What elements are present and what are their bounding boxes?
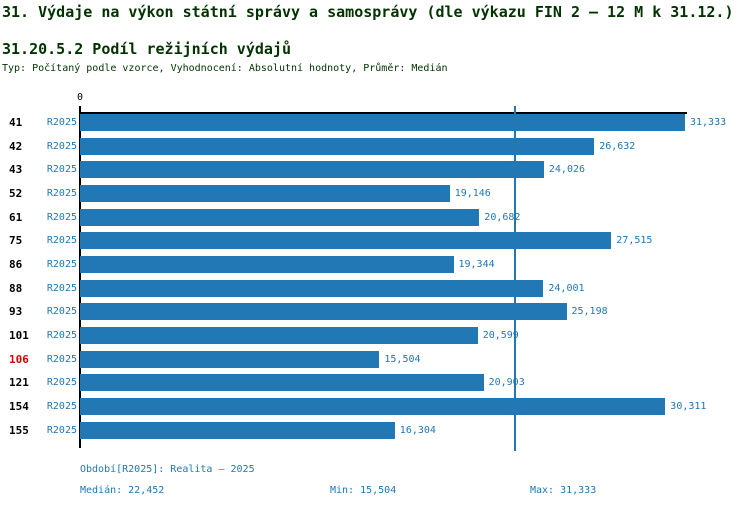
- series-label: R2025: [46, 353, 77, 365]
- series-label: R2025: [46, 187, 77, 199]
- series-label: R2025: [46, 424, 77, 436]
- bar[interactable]: [80, 397, 666, 415]
- series-label: R2025: [46, 211, 77, 223]
- chart-row: 61 R2025 20,682: [0, 208, 750, 233]
- chart-row: 106 R2025 15,504: [0, 350, 750, 375]
- value-label: 25,198: [571, 306, 608, 318]
- value-label: 24,001: [548, 282, 585, 294]
- chart-row: 86 R2025 19,344: [0, 255, 750, 280]
- bar[interactable]: [80, 232, 612, 250]
- category-label: 75: [9, 234, 23, 248]
- bar[interactable]: [80, 255, 454, 273]
- footer-max-label: Max: 31,333: [530, 485, 597, 496]
- chart-row: 42 R2025 26,632: [0, 137, 750, 162]
- category-label: 88: [9, 281, 23, 295]
- footer-period-label: Období[R2025]: Realita – 2025: [80, 464, 255, 475]
- bar[interactable]: [80, 184, 450, 202]
- series-label: R2025: [46, 117, 77, 128]
- chart-row: 75 R2025 27,515: [0, 232, 750, 256]
- value-label: 16,304: [399, 424, 436, 436]
- x-axis-line: [79, 112, 687, 114]
- bar[interactable]: [80, 421, 395, 439]
- category-label: 155: [9, 423, 29, 437]
- value-label: 20,682: [484, 211, 521, 223]
- category-label: 93: [9, 305, 23, 319]
- value-label: 20,599: [482, 329, 519, 341]
- series-label: R2025: [46, 140, 77, 152]
- bar[interactable]: [80, 161, 544, 179]
- chart-row: 52 R2025 19,146: [0, 184, 750, 209]
- value-label: 19,146: [454, 187, 491, 199]
- bar[interactable]: [80, 137, 595, 155]
- category-label: 52: [9, 186, 23, 200]
- chart-row: 155 R2025 16,304: [0, 421, 750, 446]
- series-label: R2025: [46, 329, 77, 341]
- series-label: R2025: [46, 377, 77, 389]
- category-label: 42: [9, 139, 23, 153]
- value-label: 31,333: [690, 117, 727, 128]
- series-label: R2025: [46, 235, 77, 247]
- chart-row: 88 R2025 24,001: [0, 279, 750, 304]
- value-label: 27,515: [616, 235, 653, 247]
- category-label: 61: [9, 210, 23, 224]
- series-label: R2025: [46, 282, 77, 294]
- chart-row: 43 R2025 24,026: [0, 161, 750, 185]
- y-axis-line: [79, 106, 81, 448]
- chart-title: 31.20.5.2 Podíl režijních výdajů: [2, 40, 291, 58]
- chart-meta-line: Typ: Počítaný podle vzorce, Vyhodnocení:…: [2, 63, 448, 74]
- series-label: R2025: [46, 400, 77, 412]
- page-title: 31. Výdaje na výkon státní správy a samo…: [2, 3, 734, 21]
- chart-row: 101 R2025 20,599: [0, 326, 750, 351]
- bar[interactable]: [80, 374, 484, 392]
- chart-row: 154 R2025 30,311: [0, 397, 750, 422]
- bar[interactable]: [80, 326, 478, 344]
- x-axis-zero-tick-label: 0: [76, 92, 84, 103]
- chart-row: 93 R2025 25,198: [0, 303, 750, 327]
- bar[interactable]: [80, 350, 380, 368]
- series-label: R2025: [46, 306, 77, 318]
- value-label: 15,504: [384, 353, 421, 365]
- category-label: 41: [9, 116, 23, 129]
- category-label: 101: [9, 328, 29, 342]
- category-label: 86: [9, 257, 23, 271]
- bar[interactable]: [80, 279, 544, 297]
- value-label: 26,632: [599, 140, 636, 152]
- value-label: 30,311: [670, 400, 707, 412]
- chart-row: 121 R2025 20,903: [0, 374, 750, 398]
- category-label: 106: [9, 352, 29, 366]
- footer-median-label: Medián: 22,452: [80, 485, 165, 496]
- chart-row: 41 R2025 31,333: [0, 114, 750, 138]
- series-label: R2025: [46, 258, 77, 270]
- category-label: 121: [9, 376, 29, 390]
- bar[interactable]: [80, 208, 480, 226]
- footer-min-label: Min: 15,504: [330, 485, 397, 496]
- category-label: 43: [9, 163, 23, 177]
- value-label: 19,344: [458, 258, 495, 270]
- median-reference-line: [514, 106, 516, 451]
- category-label: 154: [9, 399, 29, 413]
- bar[interactable]: [80, 303, 567, 321]
- bar-chart: 41 R2025 31,333 42 R2025 26,632 43 R2025 24,026 5…: [0, 114, 750, 445]
- series-label: R2025: [46, 164, 77, 176]
- value-label: 24,026: [548, 164, 586, 176]
- value-label: 20,903: [488, 377, 525, 389]
- bar[interactable]: [80, 114, 685, 131]
